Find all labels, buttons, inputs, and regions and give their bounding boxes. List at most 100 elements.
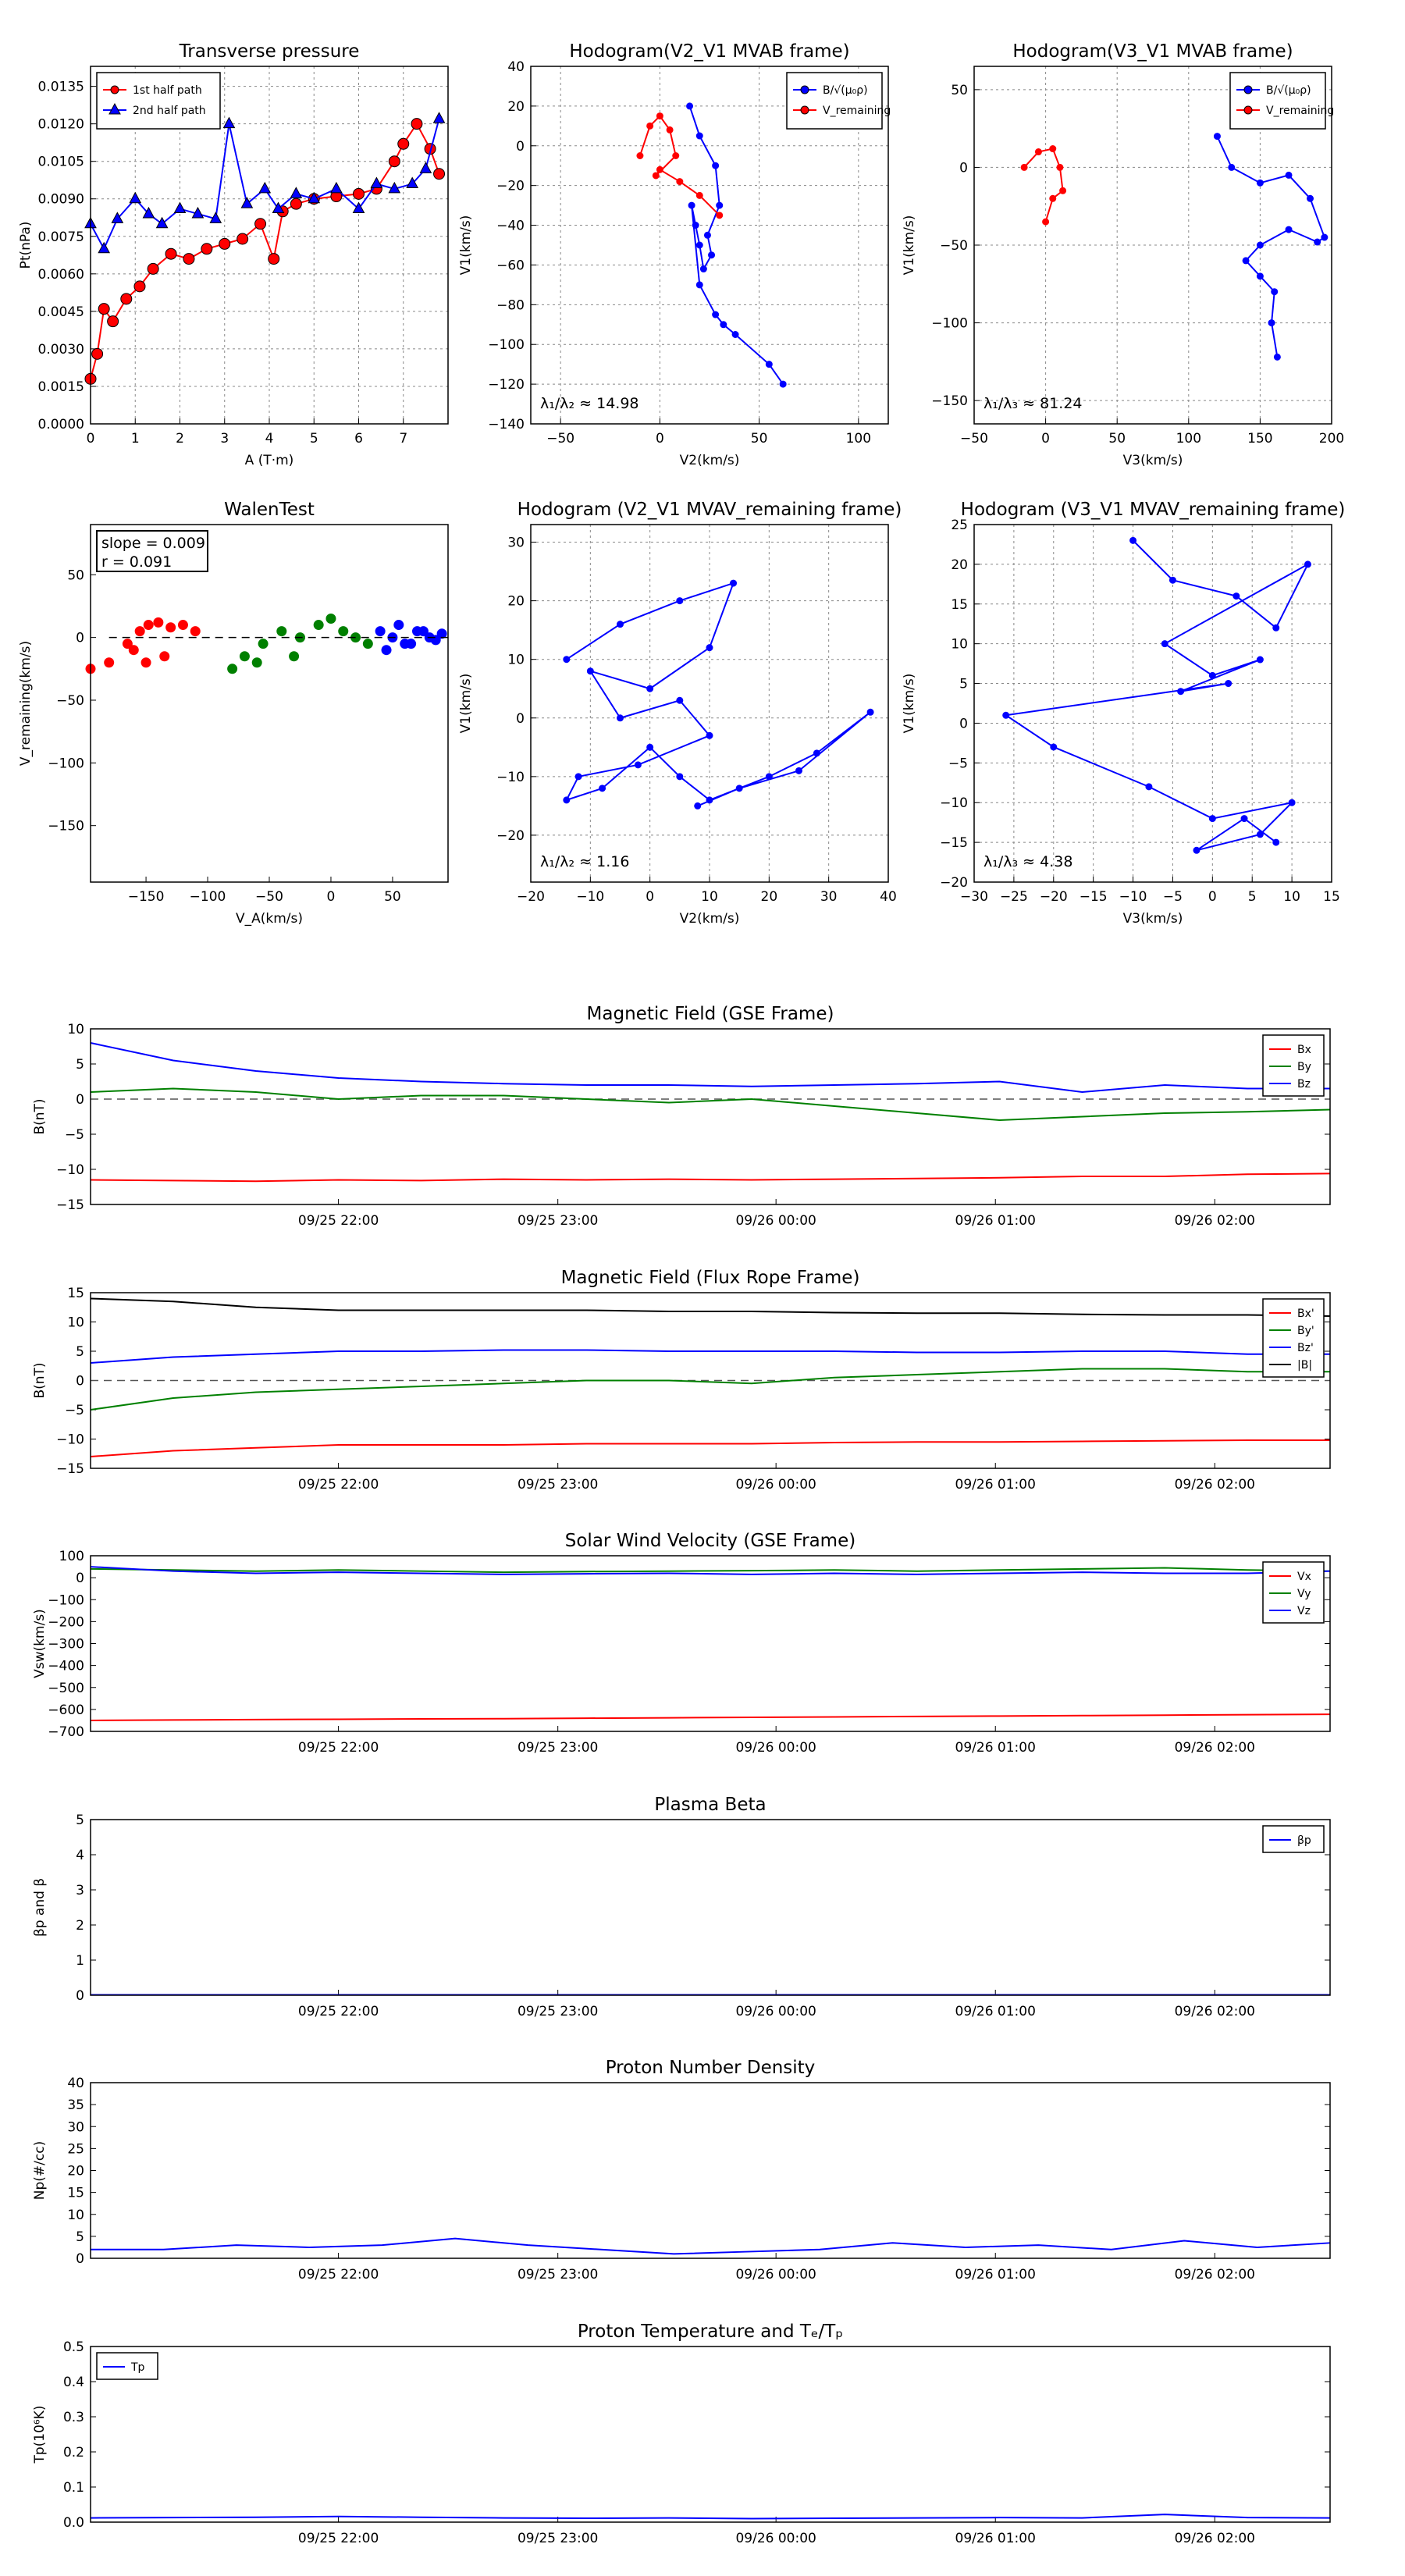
data-point (352, 201, 365, 214)
legend-label: Vz (1297, 1605, 1311, 1617)
y-tick-label: 0 (76, 1571, 84, 1586)
legend-marker (800, 105, 809, 115)
data-point (191, 206, 205, 219)
data-point (1145, 783, 1153, 791)
data-point (258, 639, 269, 649)
y-tick-label: 0.0105 (38, 155, 84, 170)
data-point (652, 172, 660, 180)
y-tick-label: 100 (59, 1549, 84, 1564)
data-point (1161, 640, 1168, 648)
eigenvalue-ratio: λ₁/λ₂ ≈ 1.16 (540, 853, 629, 870)
x-tick-label: −15 (1080, 889, 1108, 905)
data-point (712, 162, 720, 169)
data-point (91, 347, 104, 360)
data-point (656, 165, 663, 173)
x-tick-label: −20 (1040, 889, 1068, 905)
x-tick-label: 09/26 00:00 (735, 1740, 816, 1756)
y-tick-label: −700 (48, 1724, 84, 1740)
x-tick-label: 5 (1248, 889, 1257, 905)
y-tick-label: 0.4 (63, 2375, 84, 2390)
y-tick-label: −20 (496, 828, 525, 844)
x-tick-label: −5 (1163, 889, 1183, 905)
chart-title: Solar Wind Velocity (GSE Frame) (565, 1531, 855, 1551)
data-point (646, 743, 654, 751)
x-tick-label: 09/26 01:00 (955, 1213, 1036, 1229)
data-point (1193, 846, 1200, 854)
x-tick-label: −30 (960, 889, 988, 905)
y-tick-label: 0.0015 (38, 379, 84, 395)
legend-label: Bx (1297, 1044, 1311, 1056)
y-tick-label: 5 (76, 1057, 84, 1073)
data-point (272, 201, 285, 214)
y-axis-label: V1(km/s) (458, 215, 474, 276)
x-tick-label: 09/26 00:00 (735, 1477, 816, 1493)
data-point (706, 731, 713, 739)
y-tick-label: 15 (67, 2186, 84, 2201)
data-point (338, 626, 349, 637)
plot-frame (973, 66, 1332, 425)
legend-label: |B| (1297, 1359, 1312, 1372)
x-tick-label: 09/26 02:00 (1175, 1213, 1255, 1229)
data-point (795, 767, 802, 774)
y-tick-label: 0.0120 (38, 117, 84, 133)
data-point (1034, 148, 1042, 156)
stats-box (96, 530, 208, 572)
x-tick-label: 09/25 22:00 (298, 2004, 379, 2019)
data-point (692, 222, 699, 229)
data-point (1256, 831, 1264, 838)
data-point (1228, 163, 1236, 171)
data-point (1288, 799, 1296, 806)
timeseries-panel-tp_ts: 0.0 0.1 0.2 0.3 0.4 0.5 09/25 22:00 09/25 23:00… (32, 2322, 1331, 2546)
y-tick-label: 0 (959, 160, 968, 176)
y-axis-label: B(nT) (32, 1362, 48, 1398)
chart-title: Hodogram(V3_V1 MVAB frame) (1012, 41, 1293, 62)
data-point (120, 293, 133, 305)
legend-label: 2nd half path (133, 105, 206, 117)
x-tick-label: 09/26 02:00 (1175, 1740, 1255, 1756)
legend-label: B/√(μ₀ρ) (823, 84, 868, 97)
y-tick-label: 0.0075 (38, 229, 84, 245)
data-point (676, 696, 684, 704)
y-tick-label: −140 (488, 417, 525, 432)
y-tick-label: −200 (48, 1614, 84, 1630)
y-tick-label: −100 (488, 337, 525, 353)
data-point (122, 639, 133, 649)
data-point (574, 773, 582, 781)
data-point (646, 685, 654, 692)
data-point (436, 628, 447, 639)
y-tick-label: 0.3 (63, 2410, 84, 2425)
x-tick-label: 09/25 22:00 (298, 1213, 379, 1229)
y-axis-label: βp and β (32, 1878, 48, 1937)
data-point (165, 247, 177, 260)
x-tick-label: 09/26 00:00 (735, 1213, 816, 1229)
y-tick-label: −5 (65, 1403, 84, 1418)
panel-h4: −30 −25 −20 −15 −10 −5 0 5 10 15 −20 −15 −10 −5 0 5 10 15… (902, 500, 1345, 927)
data-point (695, 281, 703, 289)
data-point (813, 749, 820, 757)
data-point (268, 253, 280, 265)
y-tick-label: 0.0060 (38, 267, 84, 283)
data-point (676, 597, 684, 605)
data-point (695, 191, 703, 199)
plot-frame (90, 2082, 1331, 2259)
y-tick-label: 30 (67, 2119, 84, 2135)
series-Vy (90, 1567, 1331, 1574)
data-point (290, 197, 302, 210)
y-tick-label: 10 (67, 2208, 84, 2223)
data-point (866, 708, 874, 716)
data-point (1129, 536, 1137, 544)
y-tick-label: 0 (76, 1374, 84, 1389)
y-tick-label: 50 (67, 568, 84, 583)
legend-box (96, 72, 221, 130)
legend-label: Tp (130, 2361, 145, 2374)
data-point (703, 231, 711, 239)
y-tick-label: 15 (67, 1286, 84, 1301)
y-tick-label: −150 (48, 819, 84, 834)
y-tick-label: 25 (67, 2141, 84, 2157)
data-point (239, 651, 250, 662)
data-point (165, 622, 176, 633)
data-point (153, 617, 164, 628)
y-tick-label: −50 (940, 238, 968, 254)
y-axis-label: V_remaining(km/s) (18, 641, 34, 766)
y-tick-label: −100 (48, 756, 84, 771)
